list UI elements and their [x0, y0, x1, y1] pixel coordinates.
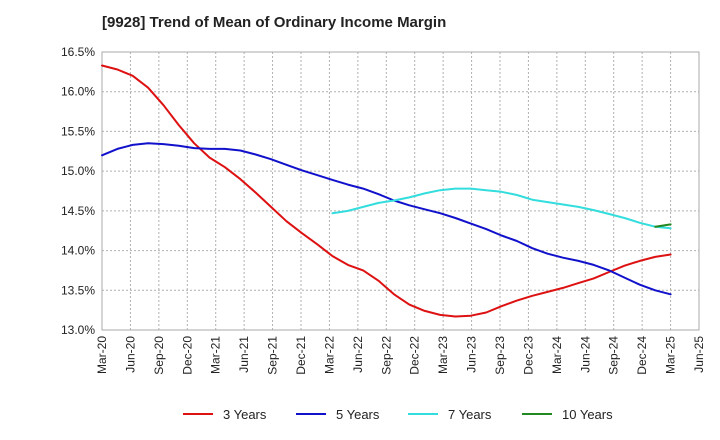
y-tick-label: 15.5% — [61, 124, 95, 138]
x-tick-label: Mar-24 — [550, 336, 564, 374]
x-tick-label: Sep-23 — [493, 336, 507, 375]
x-axis-tick-labels: Mar-20 Jun-20 Sep-20 Dec-20 Mar-21 Jun-21 Sep-… — [95, 336, 706, 375]
series-line-5-years — [101, 142, 672, 296]
plot-area-border — [101, 51, 700, 331]
series-line-7-years — [331, 187, 672, 230]
y-tick-label: 14.0% — [61, 244, 95, 258]
chart-title: [9928] Trend of Mean of Ordinary Income … — [102, 14, 447, 31]
y-tick-label: 15.0% — [61, 164, 95, 178]
x-tick-label: Jun-23 — [465, 336, 479, 373]
x-tick-label: Jun-22 — [351, 336, 365, 373]
legend: 3 Years 5 Years 7 Years 10 Years — [183, 407, 613, 422]
series-line-3-years — [101, 64, 672, 318]
x-tick-label: Jun-20 — [123, 336, 137, 373]
y-tick-label: 13.0% — [61, 323, 95, 337]
x-tick-label: Dec-22 — [408, 336, 422, 375]
grid-lines — [101, 51, 700, 331]
x-tick-label: Dec-21 — [294, 336, 308, 375]
y-tick-label: 16.0% — [61, 85, 95, 99]
x-tick-label: Mar-25 — [664, 336, 678, 374]
x-tick-label: Jun-24 — [578, 336, 592, 373]
series-lines — [101, 64, 672, 318]
x-tick-label: Mar-23 — [436, 336, 450, 374]
x-tick-label: Mar-20 — [95, 336, 109, 374]
y-tick-label: 14.5% — [61, 204, 95, 218]
legend-label: 10 Years — [562, 407, 613, 422]
x-tick-label: Mar-21 — [209, 336, 223, 374]
x-tick-label: Dec-24 — [635, 336, 649, 375]
x-tick-label: Sep-20 — [152, 336, 166, 375]
y-tick-label: 13.5% — [61, 283, 95, 297]
x-tick-label: Dec-20 — [180, 336, 194, 375]
x-tick-label: Sep-22 — [379, 336, 393, 375]
y-axis-tick-labels: 13.0% 13.5% 14.0% 14.5% 15.0% 15.5% 16.0% 16.5% — [61, 45, 95, 337]
legend-label: 3 Years — [223, 407, 267, 422]
series-line-10-years — [654, 223, 672, 228]
x-tick-label: Jun-21 — [237, 336, 251, 373]
x-tick-label: Sep-21 — [266, 336, 280, 375]
x-tick-label: Sep-24 — [607, 336, 621, 375]
x-tick-label: Jun-25 — [692, 336, 706, 373]
y-tick-label: 16.5% — [61, 45, 95, 59]
legend-label: 5 Years — [336, 407, 380, 422]
legend-label: 7 Years — [448, 407, 492, 422]
x-tick-label: Mar-22 — [322, 336, 336, 374]
x-tick-label: Dec-23 — [521, 336, 535, 375]
